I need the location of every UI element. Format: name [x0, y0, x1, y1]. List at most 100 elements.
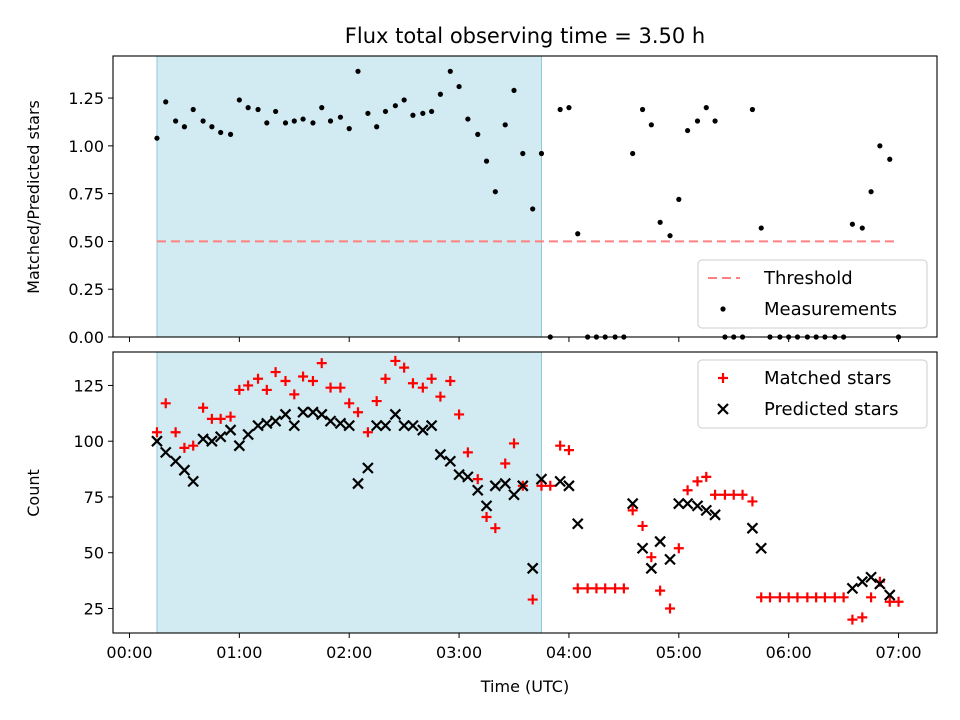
data-point	[214, 430, 227, 443]
data-point	[288, 419, 301, 432]
y-tick-label: 0.75	[68, 185, 104, 204]
x-tick-label: 00:00	[106, 643, 152, 662]
legend-label: Matched stars	[764, 368, 891, 389]
data-point	[480, 500, 493, 512]
data-point	[685, 127, 691, 134]
y-tick-label: 25	[84, 599, 104, 618]
data-point	[883, 589, 896, 601]
data-point	[709, 509, 721, 521]
data-point	[747, 496, 758, 507]
data-point	[667, 233, 673, 239]
data-point	[181, 124, 188, 130]
data-point	[252, 419, 264, 432]
legend: Threshold Measurements	[697, 259, 928, 329]
data-point	[618, 583, 629, 594]
data-point	[325, 382, 336, 393]
x-tick-label: 07:00	[875, 643, 921, 662]
data-point	[627, 505, 638, 516]
data-point	[511, 87, 517, 94]
data-point	[483, 158, 490, 164]
data-point	[755, 542, 767, 555]
legend-marker	[720, 306, 726, 312]
data-point	[225, 411, 236, 422]
legend-box	[697, 259, 928, 329]
data-point	[665, 603, 676, 614]
data-point	[407, 419, 419, 432]
data-point	[343, 419, 355, 432]
legend-label: Measurements	[764, 299, 897, 320]
data-point	[517, 480, 529, 492]
legend-box	[697, 359, 928, 429]
data-point	[582, 583, 593, 594]
data-point	[434, 448, 447, 461]
data-point	[535, 473, 548, 485]
data-point	[399, 362, 410, 373]
data-point	[344, 398, 355, 409]
data-point	[657, 219, 663, 225]
data-point	[849, 221, 856, 227]
data-point	[319, 105, 325, 111]
data-point	[179, 442, 190, 453]
data-point	[374, 124, 380, 130]
data-point	[600, 583, 611, 594]
data-point	[298, 371, 309, 382]
data-point	[536, 480, 547, 491]
x-tick-label: 06:00	[766, 643, 812, 662]
data-point	[557, 106, 563, 113]
data-point	[444, 455, 457, 468]
x-tick-label: 02:00	[326, 643, 372, 662]
data-point	[746, 522, 759, 534]
data-point	[447, 68, 453, 74]
data-point	[218, 129, 224, 136]
data-point	[712, 118, 718, 124]
data-point	[630, 150, 636, 157]
y-axis-label-ratio: Matched/Predicted stars	[24, 100, 43, 294]
data-point	[417, 382, 428, 393]
data-point	[163, 99, 169, 105]
data-point	[316, 358, 327, 369]
data-point	[571, 517, 584, 530]
data-point	[170, 427, 181, 438]
data-point	[426, 373, 437, 384]
data-point	[502, 122, 508, 128]
data-point	[530, 206, 536, 212]
y-tick-label: 1.25	[68, 89, 104, 108]
y-tick-label: 0.50	[68, 232, 104, 251]
data-point	[324, 415, 337, 427]
data-point	[352, 477, 364, 490]
data-point	[337, 114, 344, 120]
data-point	[756, 592, 767, 603]
data-point	[291, 118, 297, 124]
data-point	[673, 497, 685, 510]
data-point	[846, 582, 859, 595]
legend: Matched stars Predicted stars	[697, 359, 928, 429]
data-point	[520, 150, 526, 157]
data-point	[346, 126, 352, 132]
data-point	[749, 106, 756, 113]
data-point	[563, 480, 575, 492]
data-point	[234, 384, 245, 395]
data-point	[765, 592, 776, 603]
data-point	[407, 378, 418, 389]
data-point	[526, 562, 539, 575]
data-point	[489, 480, 502, 492]
y-tick-label: 0.00	[68, 328, 104, 347]
data-point	[572, 583, 583, 594]
data-point	[481, 512, 492, 523]
data-point	[758, 225, 764, 231]
data-point	[874, 578, 886, 590]
data-point	[280, 375, 291, 386]
data-point	[307, 375, 318, 386]
y-tick-label: 1.00	[68, 137, 104, 156]
x-tick-label: 04:00	[546, 643, 592, 662]
data-point	[566, 105, 572, 111]
data-point	[499, 477, 512, 490]
data-point	[737, 489, 748, 500]
data-point	[279, 408, 292, 421]
data-point	[198, 402, 209, 413]
data-point	[159, 446, 172, 459]
data-point	[206, 413, 217, 424]
data-point	[774, 592, 785, 603]
data-point	[370, 419, 383, 432]
x-tick-label: 05:00	[656, 643, 702, 662]
